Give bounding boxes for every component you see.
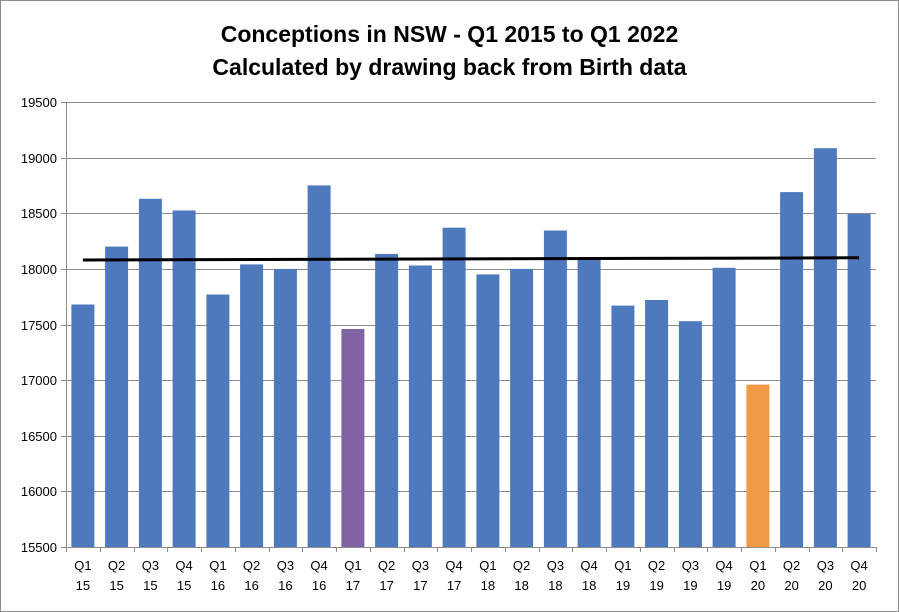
x-tick-label-quarter: Q3 bbox=[277, 558, 294, 573]
x-tick-label-quarter: Q1 bbox=[344, 558, 361, 573]
x-tick-label-year: 19 bbox=[616, 578, 630, 593]
bars bbox=[71, 148, 871, 548]
x-tick-label-quarter: Q2 bbox=[783, 558, 800, 573]
x-tick-label-year: 17 bbox=[413, 578, 427, 593]
y-tick-label: 16500 bbox=[21, 429, 57, 444]
x-tick-label-quarter: Q1 bbox=[74, 558, 91, 573]
y-tick-label: 18500 bbox=[21, 206, 57, 221]
x-tick-label-year: 18 bbox=[548, 578, 562, 593]
bar-q4-16 bbox=[307, 185, 331, 547]
x-tick-label-year: 17 bbox=[379, 578, 393, 593]
bar-q4-19 bbox=[712, 267, 736, 547]
x-tick-label-quarter: Q2 bbox=[378, 558, 395, 573]
trendline-group bbox=[82, 256, 860, 262]
chart-title: Conceptions in NSW - Q1 2015 to Q1 2022 bbox=[220, 21, 679, 47]
y-tick-label: 16000 bbox=[21, 484, 57, 499]
y-tick-label: 19500 bbox=[21, 95, 57, 110]
x-tick-label-year: 19 bbox=[649, 578, 663, 593]
bar-q2-20 bbox=[780, 192, 804, 547]
bar-q1-20 bbox=[746, 384, 770, 547]
chart-title-block: Conceptions in NSW - Q1 2015 to Q1 2022 … bbox=[0, 18, 899, 84]
x-tick-label-year: 20 bbox=[818, 578, 832, 593]
x-tick-label-year: 20 bbox=[784, 578, 798, 593]
bar-q3-15 bbox=[138, 198, 162, 548]
x-tick-label-year: 15 bbox=[109, 578, 123, 593]
bar-q4-18 bbox=[577, 259, 601, 547]
x-tick-label-year: 16 bbox=[312, 578, 326, 593]
x-tick-label-quarter: Q3 bbox=[682, 558, 699, 573]
x-tick-label-quarter: Q2 bbox=[648, 558, 665, 573]
x-tick-label-year: 17 bbox=[346, 578, 360, 593]
x-tick-label-year: 17 bbox=[447, 578, 461, 593]
x-tick-label-quarter: Q4 bbox=[715, 558, 732, 573]
bar-q1-19 bbox=[611, 305, 635, 547]
x-tick-label-year: 16 bbox=[244, 578, 258, 593]
x-tick-label-quarter: Q1 bbox=[479, 558, 496, 573]
bar-q3-20 bbox=[813, 148, 837, 547]
x-tick-label-quarter: Q4 bbox=[850, 558, 867, 573]
y-tick-label: 17500 bbox=[21, 318, 57, 333]
y-tick-label: 18000 bbox=[21, 262, 57, 277]
x-tick-label-quarter: Q1 bbox=[614, 558, 631, 573]
x-tick-label-year: 19 bbox=[683, 578, 697, 593]
x-tick-label-year: 19 bbox=[717, 578, 731, 593]
x-tick-label-year: 18 bbox=[481, 578, 495, 593]
x-tick-label-quarter: Q1 bbox=[749, 558, 766, 573]
bar-q2-17 bbox=[375, 253, 399, 547]
bar-q2-18 bbox=[510, 268, 534, 547]
x-tick-label-quarter: Q2 bbox=[243, 558, 260, 573]
y-tick-label: 15500 bbox=[21, 540, 57, 555]
x-tick-label-quarter: Q3 bbox=[142, 558, 159, 573]
x-tick-label-quarter: Q3 bbox=[412, 558, 429, 573]
x-tick-label-year: 18 bbox=[514, 578, 528, 593]
bar-q2-16 bbox=[240, 264, 264, 547]
x-tick-label-year: 15 bbox=[143, 578, 157, 593]
x-tick-label-quarter: Q2 bbox=[108, 558, 125, 573]
bar-q1-16 bbox=[206, 294, 230, 547]
bar-q1-15 bbox=[71, 304, 95, 547]
bar-q3-17 bbox=[408, 265, 432, 547]
bar-q3-16 bbox=[273, 268, 297, 547]
bar-q2-15 bbox=[105, 246, 129, 547]
x-tick-label-year: 16 bbox=[278, 578, 292, 593]
bar-q2-19 bbox=[645, 300, 669, 547]
y-tick-label: 17000 bbox=[21, 373, 57, 388]
bar-q4-20 bbox=[847, 213, 871, 548]
trendline bbox=[82, 256, 860, 262]
x-tick-label-quarter: Q4 bbox=[175, 558, 192, 573]
x-tick-label-quarter: Q1 bbox=[209, 558, 226, 573]
x-tick-label-year: 20 bbox=[852, 578, 866, 593]
y-tick-label: 19000 bbox=[21, 151, 57, 166]
chart-subtitle: Calculated by drawing back from Birth da… bbox=[212, 54, 687, 80]
x-tick-label-quarter: Q4 bbox=[580, 558, 597, 573]
axes bbox=[61, 102, 877, 552]
x-tick-label-quarter: Q2 bbox=[513, 558, 530, 573]
x-tick-label-quarter: Q4 bbox=[445, 558, 462, 573]
x-tick-label-year: 20 bbox=[751, 578, 765, 593]
bar-q1-18 bbox=[476, 274, 500, 547]
bar-q4-17 bbox=[442, 227, 466, 547]
bar-q4-15 bbox=[172, 210, 196, 547]
x-tick-label-quarter: Q4 bbox=[310, 558, 327, 573]
tick-labels: 15500 16000 16500 17000 17500 18000 18500 19000… bbox=[21, 95, 868, 593]
x-tick-label-quarter: Q3 bbox=[817, 558, 834, 573]
x-tick-label-year: 18 bbox=[582, 578, 596, 593]
bar-q3-18 bbox=[543, 230, 567, 547]
x-tick-label-quarter: Q3 bbox=[547, 558, 564, 573]
bar-q3-19 bbox=[678, 321, 702, 547]
x-tick-label-year: 16 bbox=[211, 578, 225, 593]
x-tick-label-year: 15 bbox=[76, 578, 90, 593]
x-tick-label-year: 15 bbox=[177, 578, 191, 593]
bar-q1-17 bbox=[341, 329, 365, 547]
